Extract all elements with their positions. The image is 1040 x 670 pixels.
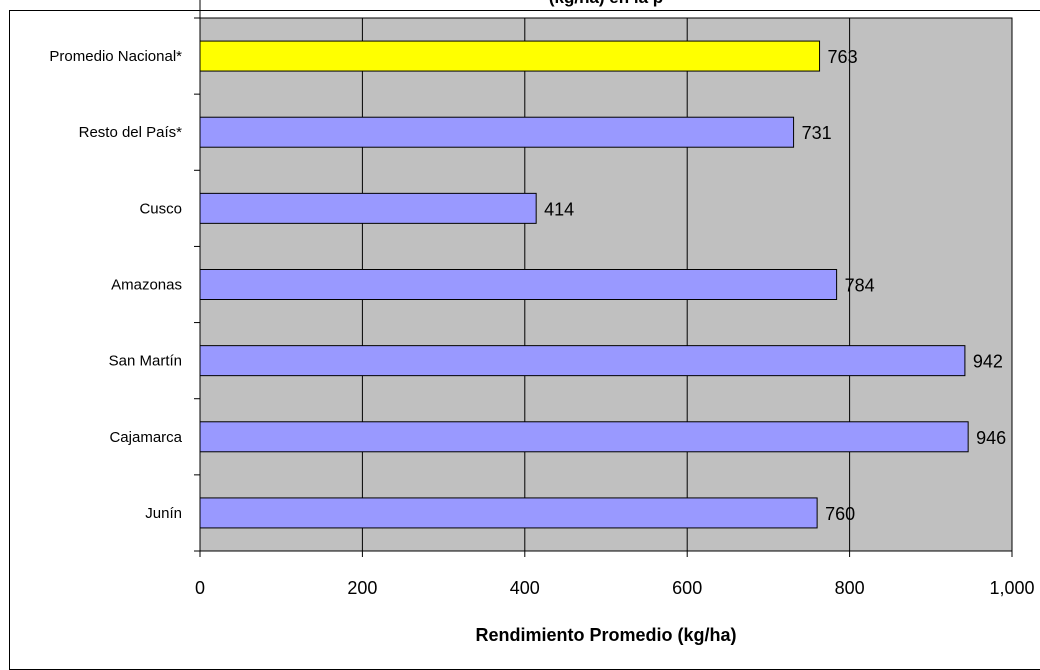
x-tick-label: 200: [347, 578, 377, 598]
category-label: Resto del País*: [79, 124, 183, 141]
bar: [199, 40, 821, 72]
category-label: Cusco: [139, 200, 182, 217]
category-label: San Martín: [109, 353, 182, 370]
value-label: 946: [976, 428, 1006, 448]
x-axis-title: Rendimiento Promedio (kg/ha): [475, 625, 737, 645]
chart-title: (kg/ha) en la p: [0, 0, 1040, 8]
bar: [199, 192, 537, 224]
bar: [199, 345, 966, 377]
category-label: Amazonas: [111, 277, 182, 294]
bar: [199, 497, 818, 529]
x-tick-label: 400: [510, 578, 540, 598]
value-label: 760: [825, 504, 855, 524]
bar: [199, 269, 838, 300]
category-label: Cajamarca: [109, 429, 182, 446]
x-tick-label: 1,000: [989, 578, 1034, 598]
value-label: 784: [845, 276, 875, 296]
category-label: Junín: [145, 505, 182, 522]
category-label: Promedio Nacional*: [49, 48, 182, 65]
bars: [199, 40, 969, 529]
bar-chart: 0 200 400 600 800 1,000 Promedio Nacional* 763 R…: [49, 0, 1035, 598]
value-label: 942: [973, 352, 1003, 372]
axes: [194, 0, 1013, 557]
x-tick-label: 600: [672, 578, 702, 598]
labels: 0 200 400 600 800 1,000 Promedio Nacional* 763 R…: [49, 47, 1034, 598]
bar: [199, 116, 795, 148]
value-label: 763: [828, 47, 858, 67]
value-label: 731: [802, 123, 832, 143]
x-tick-label: 0: [195, 578, 205, 598]
value-label: 414: [544, 199, 574, 219]
x-tick-label: 800: [835, 578, 865, 598]
bar: [199, 421, 969, 453]
